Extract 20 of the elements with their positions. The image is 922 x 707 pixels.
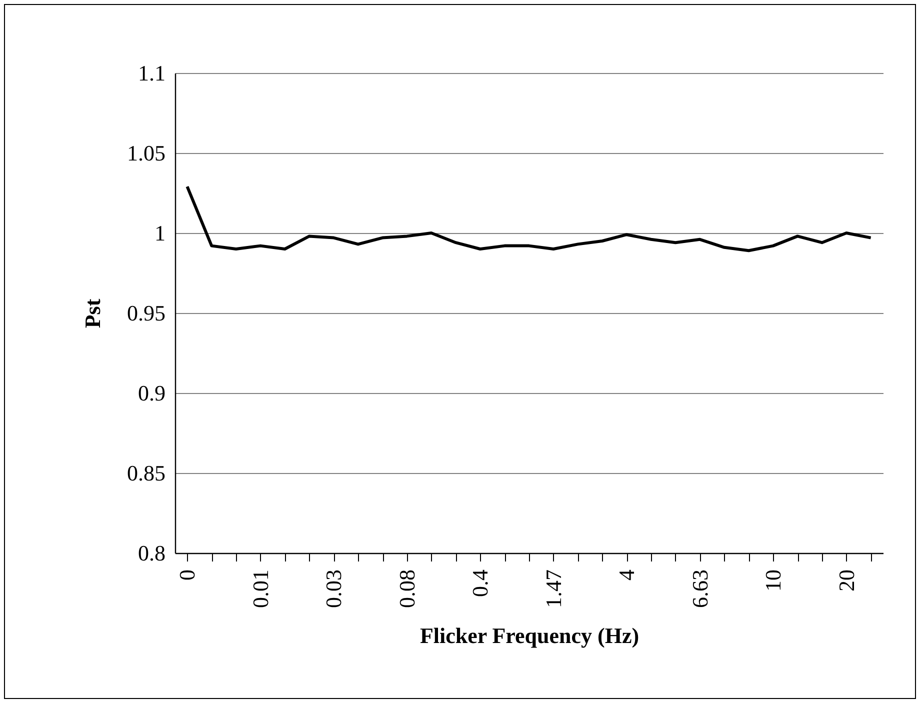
line-series [186,185,872,252]
x-tick-label: 6.63 [687,570,712,608]
x-tick-label: 0.08 [394,570,420,608]
y-tick-label: 1.05 [127,140,166,166]
y-tick-label: 1 [154,220,166,246]
y-tick-label: 0.8 [138,540,166,566]
x-tick-label: 0.03 [321,570,346,608]
x-tick-label: 10 [760,570,786,592]
y-tick-label: 0.85 [127,460,166,486]
x-tick-label: 20 [834,570,859,592]
y-tick-label: 1.1 [138,60,166,86]
y-tick-label: 0.95 [127,300,166,326]
x-tick-label: 0.4 [468,570,493,597]
x-tick-label: 0 [174,570,200,580]
x-tick-label: 1.47 [540,570,566,608]
y-axis-title: Pst [80,298,105,328]
x-tick-label: 4 [614,570,640,580]
x-tick-label: 0.01 [248,570,273,608]
x-axis-title: Flicker Frequency (Hz) [420,623,640,648]
y-tick-label: 0.9 [138,380,166,406]
